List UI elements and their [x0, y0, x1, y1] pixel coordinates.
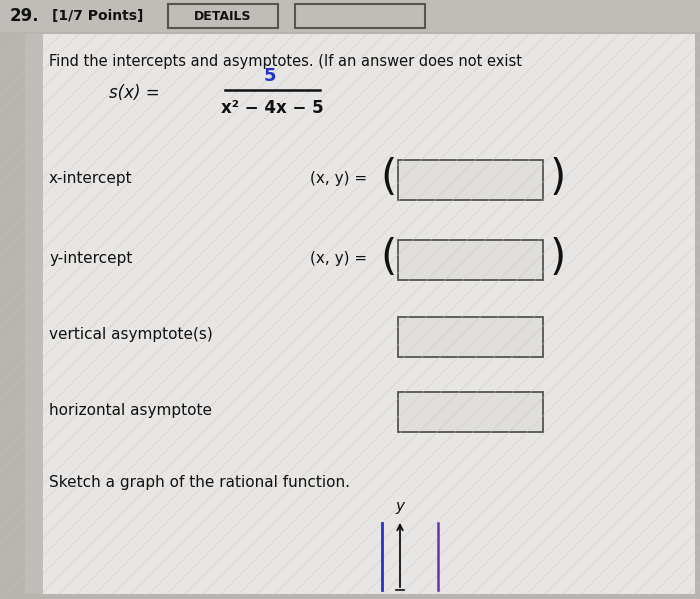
Text: 5: 5 — [264, 67, 276, 85]
Text: x² − 4x − 5: x² − 4x − 5 — [220, 99, 323, 117]
Text: 29.: 29. — [10, 7, 40, 25]
Bar — [25, 34, 43, 594]
Text: DETAILS: DETAILS — [195, 10, 252, 23]
Text: (x, y) =: (x, y) = — [310, 171, 367, 186]
Text: (: ( — [380, 237, 396, 279]
Text: y-intercept: y-intercept — [49, 250, 132, 265]
Text: vertical asymptote(s): vertical asymptote(s) — [49, 328, 213, 343]
Bar — [398, 317, 543, 357]
Bar — [398, 392, 543, 432]
Text: y: y — [395, 500, 405, 515]
Bar — [398, 240, 543, 280]
Bar — [398, 160, 543, 200]
Text: Find the intercepts and asymptotes. (If an answer does not exist: Find the intercepts and asymptotes. (If … — [49, 54, 522, 69]
Text: [1/7 Points]: [1/7 Points] — [52, 9, 144, 23]
Text: horizontal asymptote: horizontal asymptote — [49, 403, 212, 418]
Text: Sketch a graph of the rational function.: Sketch a graph of the rational function. — [49, 474, 350, 489]
Text: s(x) =: s(x) = — [109, 84, 160, 102]
Text: ): ) — [550, 157, 566, 199]
Bar — [0, 0, 700, 32]
Text: (x, y) =: (x, y) = — [310, 250, 367, 265]
Text: (: ( — [380, 157, 396, 199]
Text: x-intercept: x-intercept — [49, 171, 132, 186]
Bar — [295, 4, 425, 28]
Text: ): ) — [550, 237, 566, 279]
Bar — [168, 4, 278, 28]
